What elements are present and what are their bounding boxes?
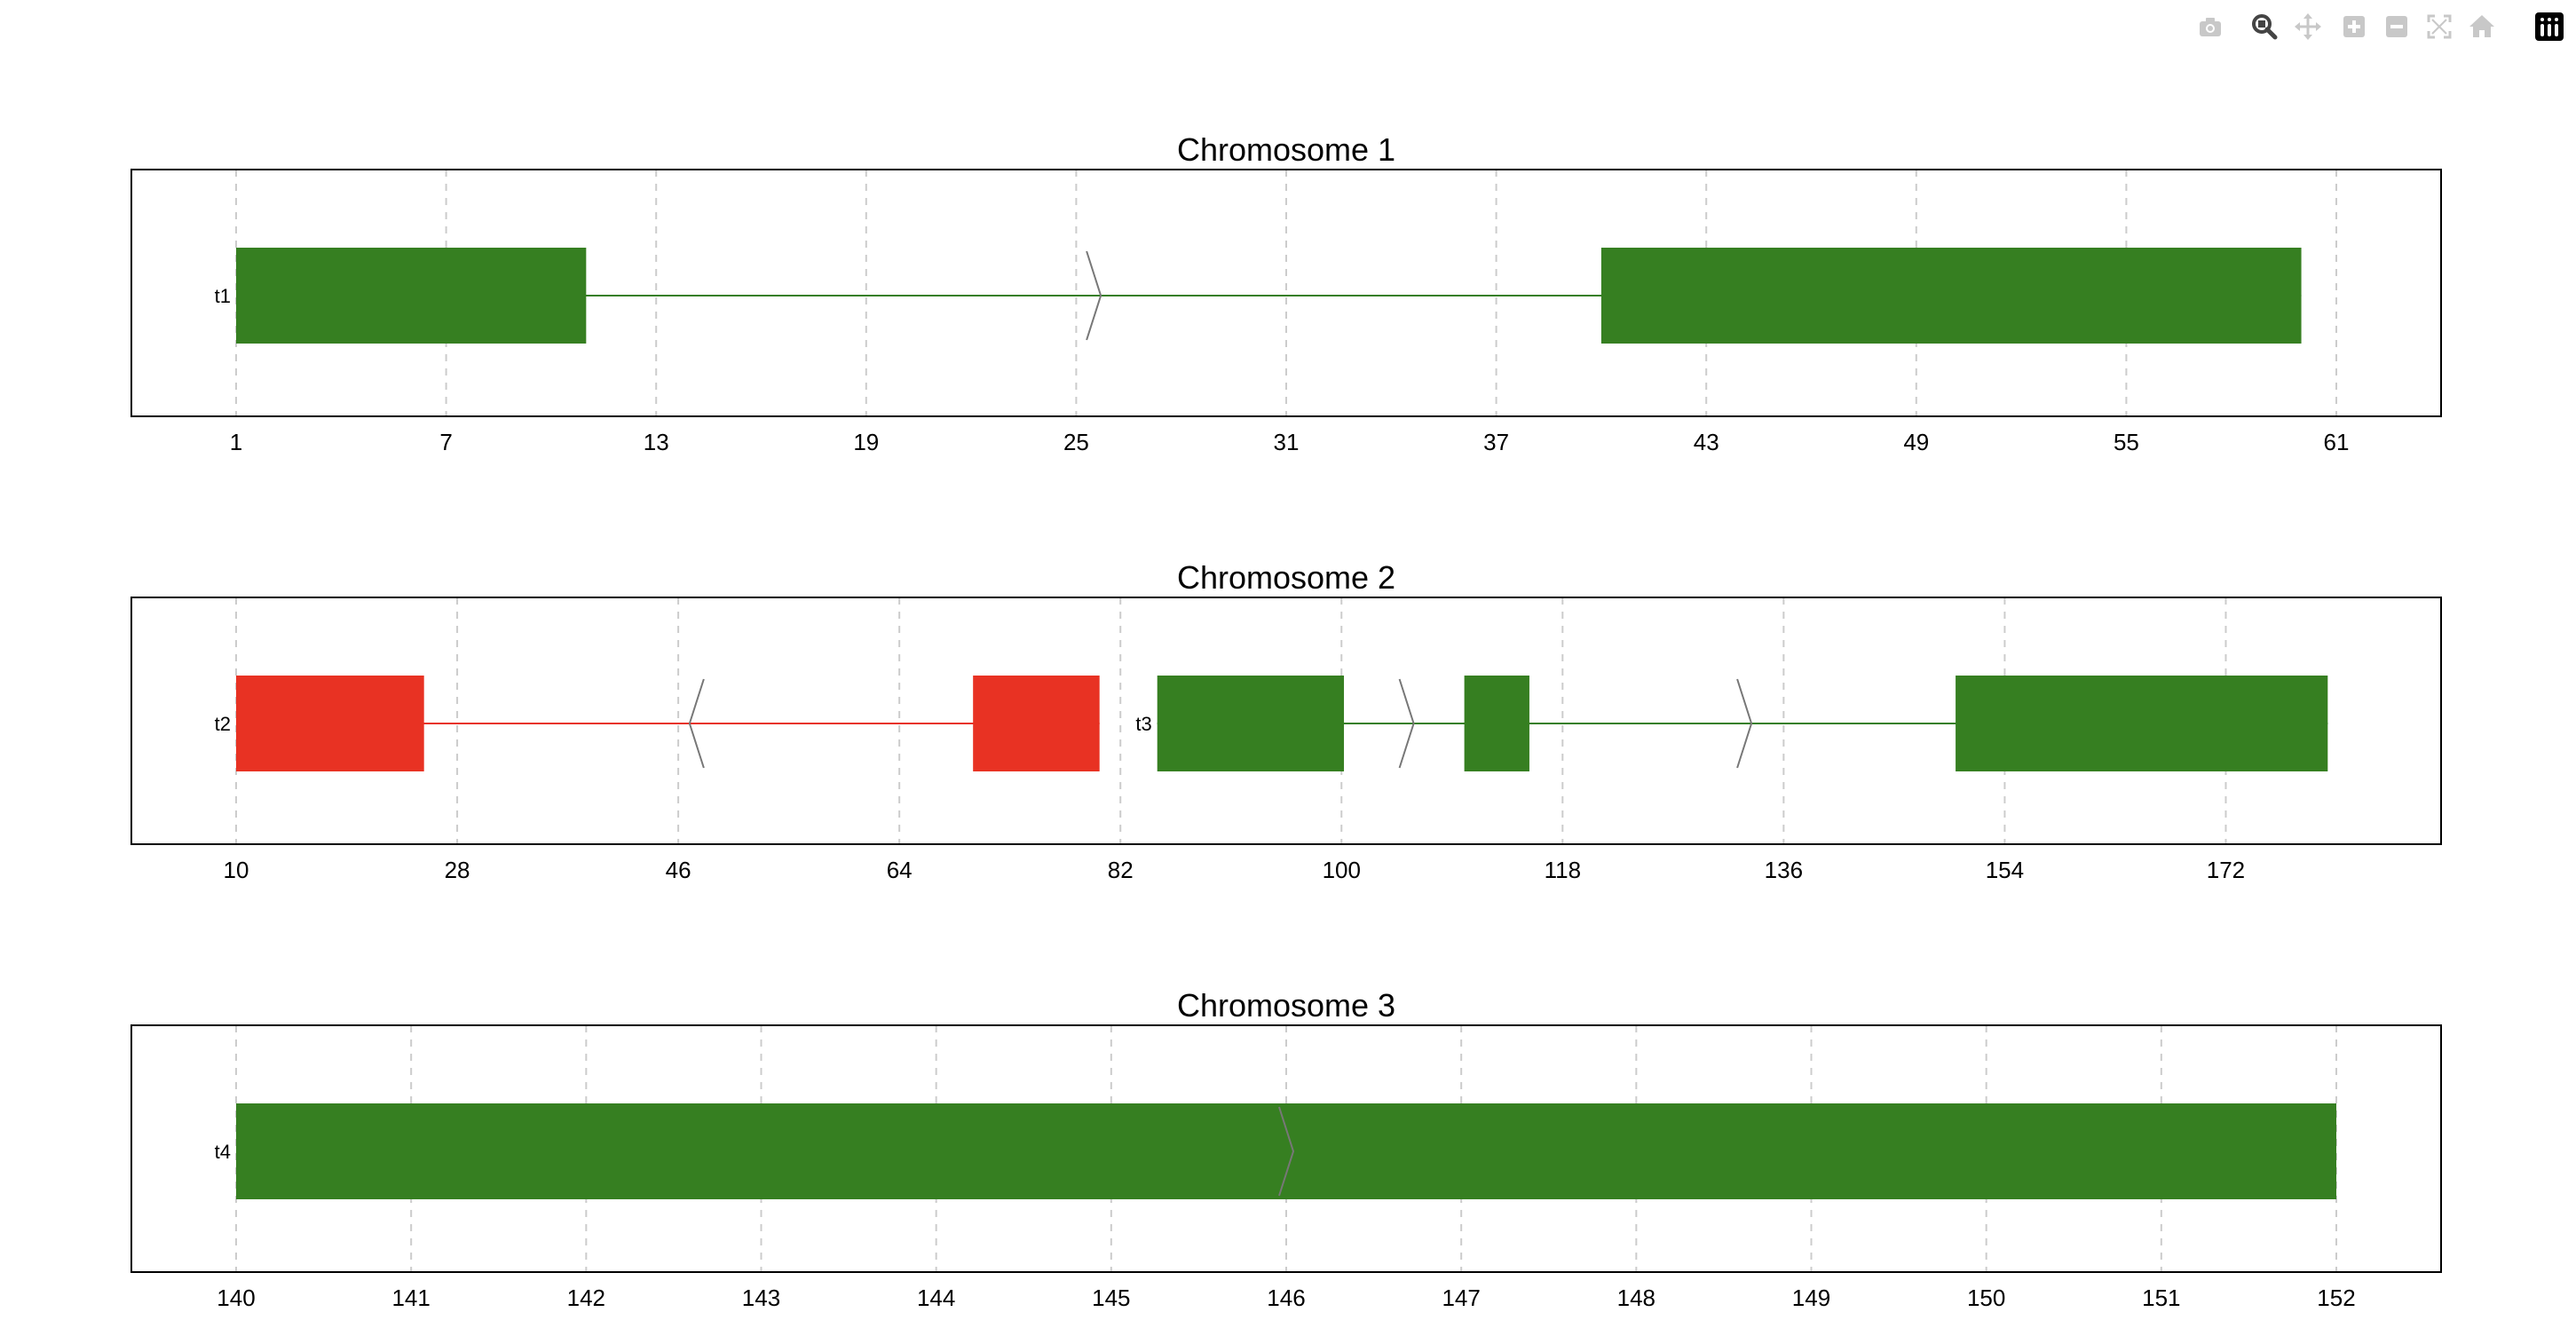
x-tick-label: 37 xyxy=(1483,429,1509,455)
transcript-t4[interactable]: t4 xyxy=(215,1103,2336,1199)
reset-axes-button[interactable] xyxy=(2464,9,2500,44)
panel-title: Chromosome 1 xyxy=(1177,131,1395,168)
x-tick-label: 19 xyxy=(853,429,879,455)
chart-panel: Chromosome 2 10 28 46 64 82 100 118 136 154 172 t2 t… xyxy=(130,559,2442,883)
transcript-t1[interactable]: t1 xyxy=(215,248,2302,344)
exon-bar[interactable] xyxy=(1157,676,1345,771)
x-tick-label: 64 xyxy=(887,857,913,883)
x-tick-label: 43 xyxy=(1694,429,1719,455)
x-tick-label: 154 xyxy=(1986,857,2024,883)
minus-square-icon xyxy=(2386,16,2407,37)
zoom-out-button[interactable] xyxy=(2379,9,2414,44)
zoom-button[interactable] xyxy=(2246,9,2281,44)
x-tick-label: 145 xyxy=(1092,1285,1130,1311)
x-tick-label: 152 xyxy=(2317,1285,2355,1311)
x-tick-label: 151 xyxy=(2142,1285,2180,1311)
plus-square-icon xyxy=(2343,16,2365,37)
plotly-logo-icon xyxy=(2535,12,2564,41)
transcript-label: t1 xyxy=(215,285,231,307)
x-tick-label: 150 xyxy=(1967,1285,2005,1311)
strand-arrow xyxy=(1398,678,1415,769)
strand-arrow xyxy=(1086,250,1102,341)
x-tick-label: 148 xyxy=(1617,1285,1655,1311)
plotly-logo[interactable] xyxy=(2532,9,2567,44)
x-tick-label: 136 xyxy=(1765,857,1803,883)
camera-icon xyxy=(2200,18,2221,36)
x-tick-label: 140 xyxy=(217,1285,255,1311)
x-tick-label: 141 xyxy=(391,1285,430,1311)
transcript-t2[interactable]: t2 xyxy=(215,676,1100,771)
exon-bar[interactable] xyxy=(236,1103,2336,1199)
exon-bar[interactable] xyxy=(1600,248,2302,344)
x-tick-label: 172 xyxy=(2207,857,2245,883)
zoom-in-button[interactable] xyxy=(2336,9,2372,44)
autoscale-button[interactable] xyxy=(2422,9,2457,44)
strand-arrow xyxy=(1736,678,1753,769)
home-icon xyxy=(2469,15,2494,37)
x-tick-label: 13 xyxy=(644,429,669,455)
exon-bar[interactable] xyxy=(973,676,1100,771)
transcript-label: t3 xyxy=(1135,713,1151,735)
pan-button[interactable] xyxy=(2290,9,2326,44)
panel-title: Chromosome 3 xyxy=(1177,987,1395,1024)
panel-frame xyxy=(130,597,2442,845)
transcript-label: t2 xyxy=(215,713,231,735)
x-tick-label: 142 xyxy=(567,1285,605,1311)
panel-frame xyxy=(130,1024,2442,1273)
autoscale-icon xyxy=(2427,14,2452,39)
x-tick-label: 146 xyxy=(1267,1285,1305,1311)
panel-frame xyxy=(130,169,2442,417)
transcript-t3[interactable]: t3 xyxy=(1135,676,2328,771)
x-tick-label: 49 xyxy=(1903,429,1929,455)
x-tick-label: 144 xyxy=(917,1285,955,1311)
chart-panel: Chromosome 3 140 141 142 143 144 145 146 147 148 1… xyxy=(130,987,2442,1311)
exon-bar[interactable] xyxy=(1956,676,2328,771)
transcript-label: t4 xyxy=(215,1141,231,1163)
x-tick-label: 31 xyxy=(1274,429,1300,455)
x-tick-label: 143 xyxy=(742,1285,780,1311)
x-tick-label: 1 xyxy=(230,429,242,455)
exon-bar[interactable] xyxy=(236,676,424,771)
x-tick-label: 28 xyxy=(445,857,470,883)
x-tick-label: 61 xyxy=(2324,429,2350,455)
exon-bar[interactable] xyxy=(1464,676,1529,771)
x-tick-label: 10 xyxy=(224,857,249,883)
exon-bar[interactable] xyxy=(236,248,587,344)
download-plot-button[interactable] xyxy=(2193,9,2228,44)
strand-arrow xyxy=(1278,1106,1295,1197)
panel-title: Chromosome 2 xyxy=(1177,559,1395,596)
strand-arrow xyxy=(688,678,705,769)
x-tick-label: 118 xyxy=(1545,857,1581,883)
x-tick-label: 100 xyxy=(1323,857,1361,883)
x-tick-label: 82 xyxy=(1108,857,1134,883)
x-tick-label: 149 xyxy=(1792,1285,1830,1311)
x-tick-label: 147 xyxy=(1442,1285,1480,1311)
magnifier-icon xyxy=(2252,14,2278,40)
chart-panel: Chromosome 1 1 7 13 19 25 31 37 43 49 55 61 t1 xyxy=(130,131,2442,455)
x-tick-label: 25 xyxy=(1063,429,1089,455)
x-tick-label: 7 xyxy=(439,429,452,455)
pan-icon xyxy=(2295,13,2321,40)
x-tick-label: 46 xyxy=(666,857,691,883)
x-tick-label: 55 xyxy=(2114,429,2139,455)
